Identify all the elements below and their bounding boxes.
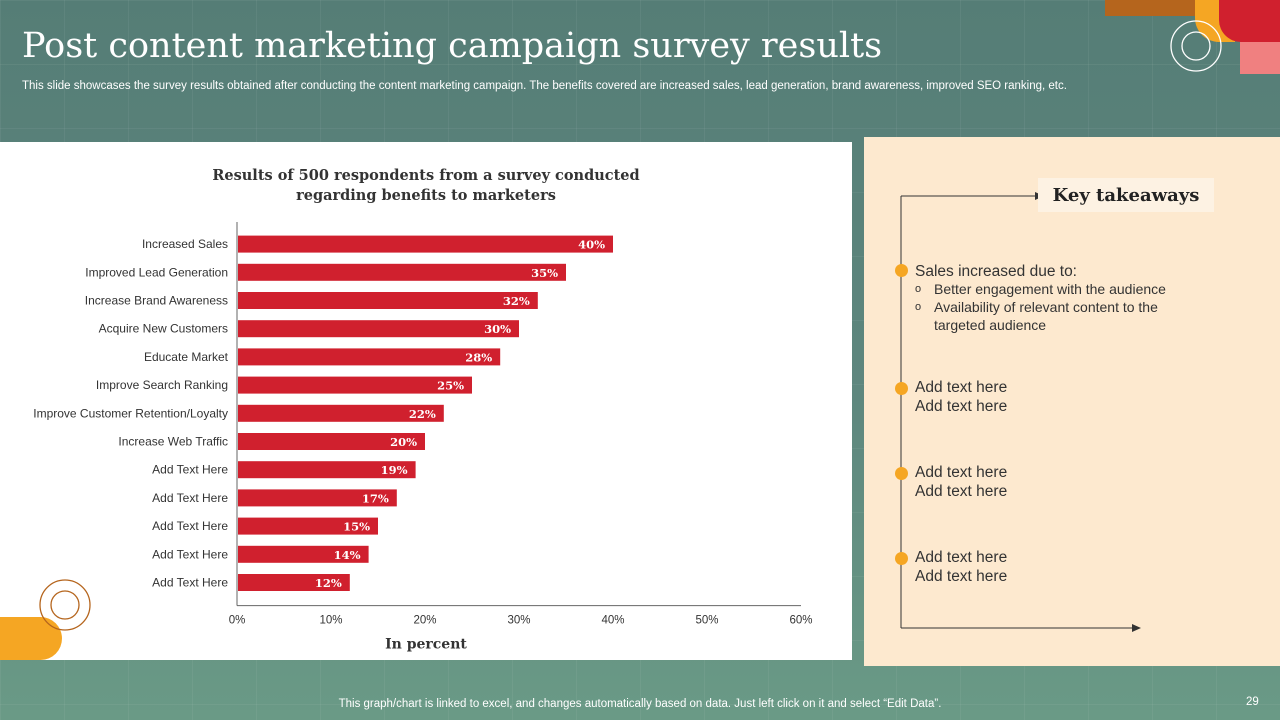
- bar-value-label: 25%: [437, 379, 464, 393]
- chart-panel: Results of 500 respondents from a survey…: [0, 142, 852, 660]
- takeaway-1-sublist: o Better engagement with the audience o …: [915, 280, 1166, 334]
- bar-value-label: 28%: [465, 350, 492, 364]
- key-takeaways-heading: Key takeaways: [1038, 178, 1214, 212]
- bar-value-label: 40%: [578, 238, 605, 252]
- footer-note: This graph/chart is linked to excel, and…: [338, 698, 942, 710]
- circle-bullet-icon: o: [915, 301, 922, 313]
- takeaway-4-line-2: Add text here: [915, 568, 1008, 585]
- sub-item-1-line-1: Better engagement with the audience: [934, 281, 1166, 297]
- category-label: Add Text Here: [152, 576, 228, 590]
- category-label: Educate Market: [144, 350, 229, 364]
- bar-value-label: 15%: [343, 520, 370, 534]
- decor-rings-bottom: [39, 579, 91, 631]
- x-tick-label: 30%: [507, 615, 530, 627]
- chart-title-line-2: regarding benefits to marketers: [296, 187, 556, 204]
- decor-orange-corner: [0, 617, 62, 660]
- category-label: Increased Sales: [142, 237, 228, 251]
- bar: [238, 545, 369, 563]
- takeaway-1-text: Sales increased due to:: [915, 262, 1077, 281]
- bar-value-label: 35%: [531, 266, 558, 280]
- page-subtitle: This slide showcases the survey results …: [22, 80, 1067, 92]
- category-label: Acquire New Customers: [99, 322, 228, 336]
- takeaway-4-text: Add text here Add text here: [915, 548, 1007, 586]
- bar-value-label: 30%: [484, 322, 511, 336]
- bar: [238, 320, 519, 338]
- category-label: Improve Search Ranking: [96, 378, 228, 392]
- category-label: Add Text Here: [152, 547, 228, 561]
- decor-pink-square: [1240, 42, 1280, 74]
- takeaway-2-line-1: Add text here: [915, 379, 1008, 396]
- category-label: Improve Customer Retention/Loyalty: [33, 406, 228, 420]
- chart-title-line-1: Results of 500 respondents from a survey…: [212, 167, 639, 184]
- bar: [238, 433, 425, 450]
- category-label: Increase Web Traffic: [118, 435, 228, 449]
- sub-item-2-line-1: Availability of relevant content to the: [934, 299, 1158, 315]
- x-tick-label: 50%: [695, 615, 718, 627]
- x-tick-label: 60%: [789, 615, 812, 627]
- x-tick-label: 20%: [413, 615, 436, 627]
- bar-value-label: 19%: [381, 463, 408, 477]
- bullet-dot-3: [895, 467, 908, 480]
- x-tick-label: 0%: [229, 615, 246, 627]
- bar-value-label: 32%: [503, 294, 530, 308]
- takeaway-3-line-2: Add text here: [915, 483, 1008, 500]
- decor-brown-bar: [1105, 0, 1195, 16]
- bar-value-label: 14%: [334, 548, 361, 562]
- decor-red-block: [1219, 0, 1280, 42]
- bullet-dot-2: [895, 382, 908, 395]
- page-title: Post content marketing campaign survey r…: [22, 26, 883, 66]
- bar: [238, 263, 566, 281]
- bar-chart: Results of 500 respondents from a survey…: [33, 167, 812, 653]
- x-axis-title: In percent: [385, 637, 467, 653]
- category-label: Improved Lead Generation: [85, 265, 228, 279]
- bullet-dot-1: [895, 264, 908, 277]
- takeaway-2-line-2: Add text here: [915, 398, 1008, 415]
- circle-bullet-icon: o: [915, 283, 922, 295]
- sub-item-1: o Better engagement with the audience: [915, 280, 1166, 298]
- bar: [238, 461, 416, 479]
- category-label: Add Text Here: [152, 463, 228, 477]
- page-number: 29: [1246, 696, 1259, 708]
- bar: [238, 235, 613, 253]
- sub-item-2-text: Availability of relevant content to the …: [934, 298, 1158, 334]
- category-label: Increase Brand Awareness: [85, 294, 228, 308]
- bar: [238, 404, 444, 422]
- sub-item-2: o Availability of relevant content to th…: [915, 298, 1166, 334]
- x-tick-label: 10%: [319, 615, 342, 627]
- bar: [238, 376, 472, 394]
- bar-value-label: 12%: [315, 576, 342, 590]
- sub-item-2-line-2: targeted audience: [934, 317, 1047, 333]
- bullet-dot-4: [895, 552, 908, 565]
- bar-value-label: 17%: [362, 491, 389, 505]
- takeaway-1-line-1: Sales increased due to:: [915, 263, 1077, 280]
- bar-value-label: 22%: [409, 407, 436, 421]
- decor-rings-top: [1170, 20, 1222, 72]
- takeaway-4-line-1: Add text here: [915, 549, 1008, 566]
- bar-value-label: 20%: [390, 435, 417, 449]
- bar: [238, 574, 350, 591]
- category-label: Add Text Here: [152, 491, 228, 505]
- bar: [238, 517, 378, 535]
- takeaway-3-text: Add text here Add text here: [915, 463, 1007, 501]
- category-label: Add Text Here: [152, 519, 228, 533]
- key-takeaways-panel: Key takeaways Sales increased due to: o …: [864, 137, 1280, 666]
- x-tick-label: 40%: [601, 615, 624, 627]
- bar: [238, 292, 538, 309]
- takeaway-3-line-1: Add text here: [915, 464, 1008, 481]
- takeaway-2-text: Add text here Add text here: [915, 378, 1007, 416]
- bar: [238, 348, 501, 366]
- bar: [238, 489, 397, 507]
